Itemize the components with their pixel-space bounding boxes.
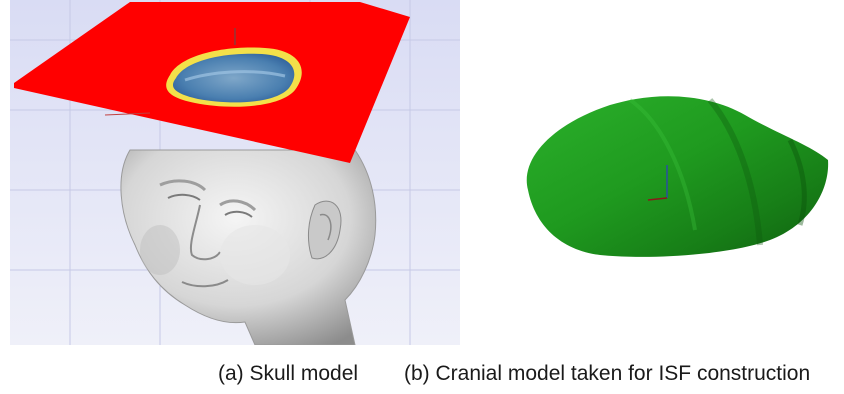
skull-model-render (10, 0, 460, 345)
cranial-model-panel (510, 60, 840, 290)
axis-marker (104, 28, 236, 116)
cranial-model-render (526, 96, 829, 257)
skull-model-panel (10, 0, 460, 345)
cranial-region-highlight (166, 47, 302, 107)
head-model (120, 149, 377, 345)
caption-panel-a: (a) Skull model (218, 362, 359, 385)
local-axes-icon (647, 165, 668, 201)
caption-panel-b: (b) Cranial model taken for ISF construc… (404, 362, 811, 385)
cranial-patch-surface (526, 96, 829, 257)
